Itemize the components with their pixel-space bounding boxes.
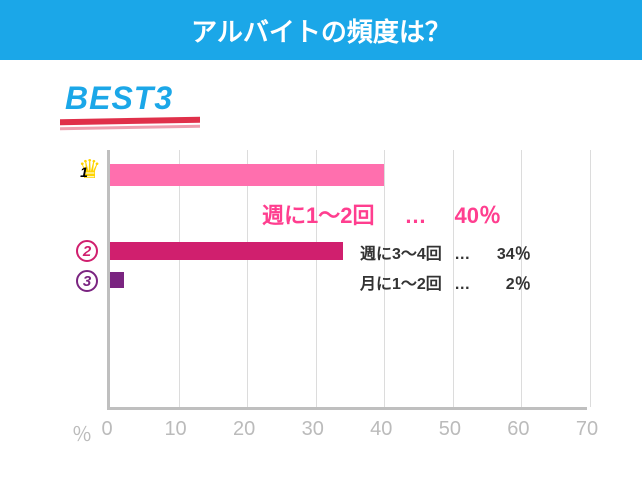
crown-icon: ♛1 bbox=[70, 156, 98, 182]
grid-line bbox=[179, 150, 180, 407]
x-tick-label: 20 bbox=[232, 418, 256, 441]
best3-heading: BEST3 bbox=[65, 80, 173, 117]
x-tick-label: 40 bbox=[369, 418, 393, 441]
x-tick-label: 50 bbox=[438, 418, 462, 441]
x-tick-label: 60 bbox=[506, 418, 530, 441]
x-tick-label: 10 bbox=[164, 418, 188, 441]
grid-line bbox=[316, 150, 317, 407]
bar-rank-1 bbox=[110, 164, 384, 186]
grid-line bbox=[247, 150, 248, 407]
x-tick-label: 70 bbox=[575, 418, 599, 441]
best3-underline bbox=[60, 117, 200, 125]
chart-area: ％ 0 10 20 30 40 50 60 70 ♛1 週に1～2回 … 40％ 2 週に3～4回 …… bbox=[62, 150, 602, 460]
rank-badge-3: 3 bbox=[76, 270, 98, 292]
bar-label-2: 週に3～4回 … 34％ bbox=[360, 240, 531, 264]
bar-rank-3 bbox=[110, 272, 124, 288]
x-tick-label: 0 bbox=[95, 418, 119, 441]
bar-rank-2 bbox=[110, 242, 343, 260]
rank-badge-2: 2 bbox=[76, 240, 98, 262]
percent-axis-symbol: ％ bbox=[72, 418, 92, 447]
bar-label-3: 月に1～2回 … 2％ bbox=[360, 270, 531, 294]
x-tick-label: 30 bbox=[301, 418, 325, 441]
page-title: アルバイトの頻度は？ bbox=[191, 12, 451, 49]
header-bar: アルバイトの頻度は？ bbox=[0, 0, 642, 60]
chart-container: アルバイトの頻度は？ BEST3 ％ 0 10 20 30 40 50 60 70 ♛1 週に1～… bbox=[0, 0, 642, 502]
grid-line bbox=[590, 150, 591, 407]
bar-label-1: 週に1～2回 … 40％ bbox=[262, 198, 501, 230]
